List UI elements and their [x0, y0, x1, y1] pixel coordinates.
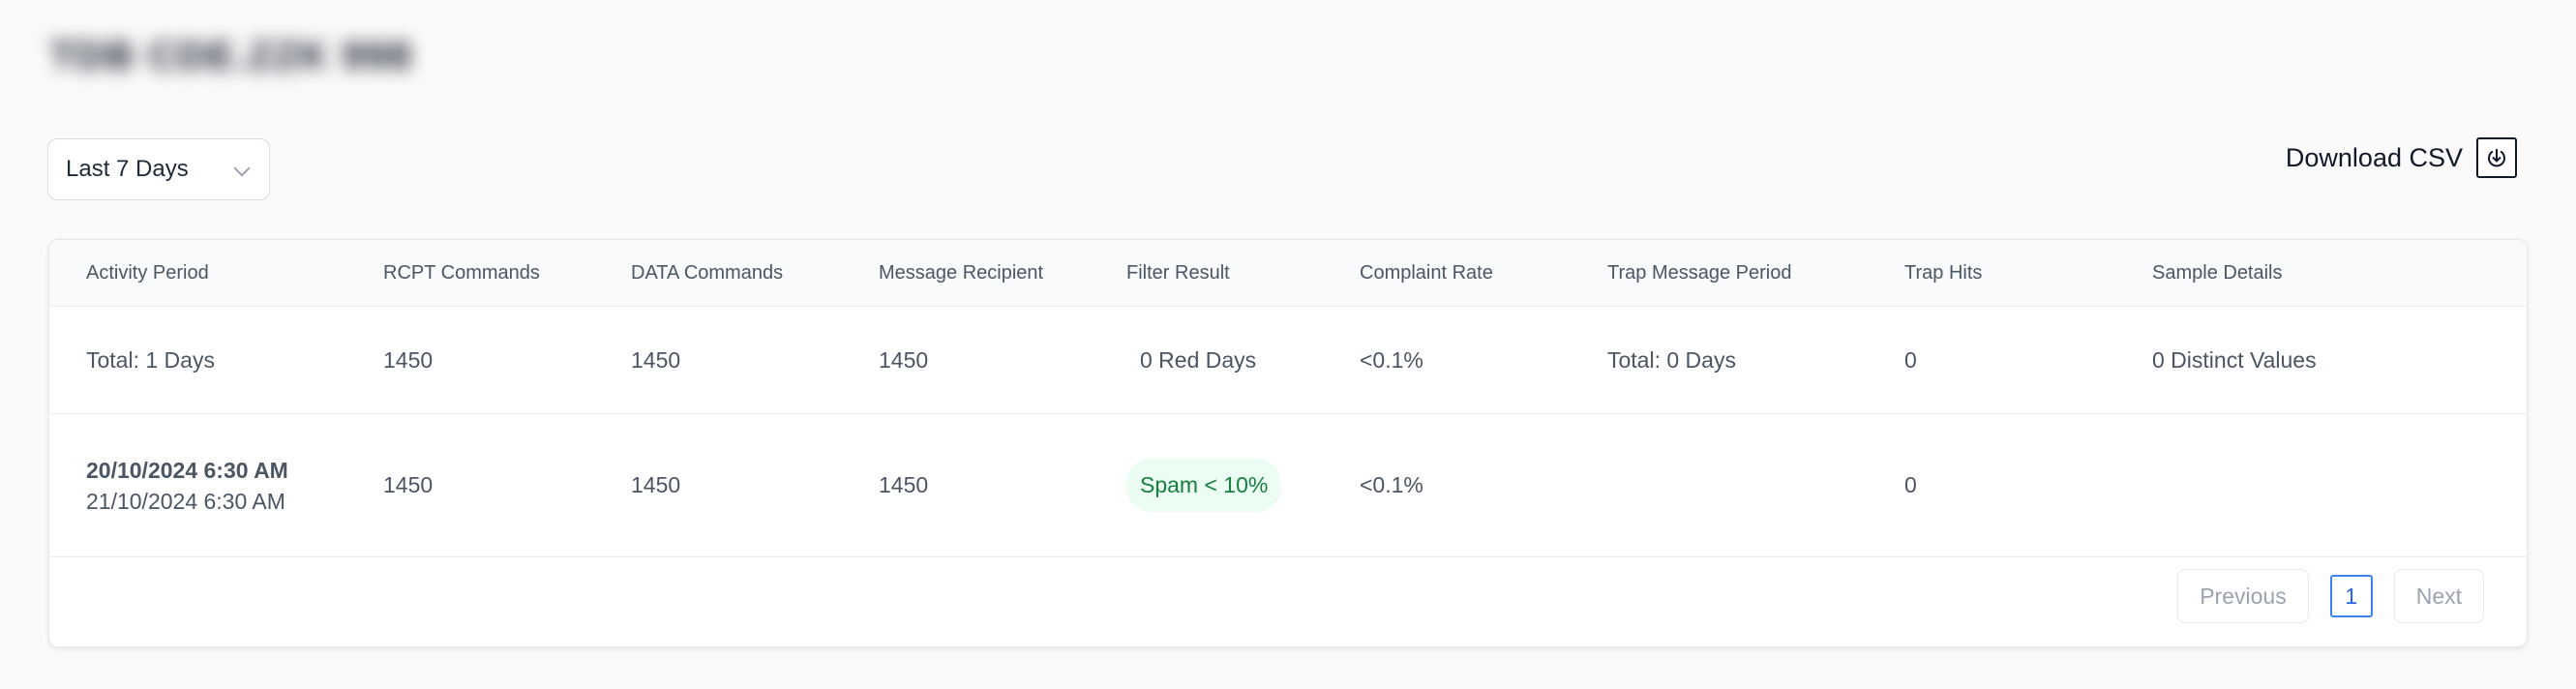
header-activity-period: Activity Period [86, 261, 209, 284]
previous-button[interactable]: Previous [2177, 569, 2309, 623]
data-commands: 1450 [631, 472, 681, 497]
table-row: 20/10/2024 6:30 AM 21/10/2024 6:30 AM 14… [49, 414, 2527, 557]
rcpt-commands: 1450 [383, 472, 434, 497]
download-csv-label: Download CSV [2285, 142, 2463, 172]
total-sample-details: 0 Distinct Values [2152, 346, 2317, 373]
header-data-commands: DATA Commands [631, 261, 784, 284]
filter-result: Spam < 10% [1126, 414, 1282, 556]
page-1-button[interactable]: 1 [2329, 575, 2373, 617]
total-rcpt-commands: 1450 [383, 346, 434, 373]
total-activity-period: Total: 1 Days [86, 346, 215, 373]
header-sample-details: Sample Details [2152, 261, 2283, 284]
header-complaint-rate: Complaint Rate [1360, 261, 1493, 284]
period-start: 20/10/2024 6:30 AM [86, 457, 288, 483]
page-title: TDB CDE.ZZK 998 [50, 35, 413, 77]
total-trap-message-period: Total: 0 Days [1607, 346, 1736, 373]
period-end: 21/10/2024 6:30 AM [86, 488, 285, 514]
filter-result-badge: Spam < 10% [1126, 459, 1282, 512]
header-filter-result: Filter Result [1126, 261, 1230, 284]
date-range-select[interactable]: Last 7 Days [47, 138, 270, 200]
trap-hits: 0 [1904, 472, 1917, 497]
total-complaint-rate: <0.1% [1360, 346, 1423, 373]
activity-period: 20/10/2024 6:30 AM 21/10/2024 6:30 AM [86, 414, 289, 556]
total-data-commands: 1450 [631, 346, 681, 373]
table-header: Activity Period RCPT Commands DATA Comma… [49, 240, 2527, 307]
header-rcpt-commands: RCPT Commands [383, 261, 540, 284]
download-icon[interactable] [2476, 137, 2517, 178]
message-recipient: 1450 [879, 472, 929, 497]
total-filter-result: 0 Red Days [1140, 346, 1257, 373]
header-message-recipient: Message Recipient [879, 261, 1044, 284]
chevron-down-icon [233, 160, 251, 177]
next-button[interactable]: Next [2393, 569, 2484, 623]
header-trap-hits: Trap Hits [1904, 261, 1983, 284]
total-message-recipient: 1450 [879, 346, 929, 373]
activity-table: Activity Period RCPT Commands DATA Comma… [48, 239, 2528, 647]
download-csv-button[interactable]: Download CSV [2286, 137, 2517, 178]
complaint-rate: <0.1% [1360, 472, 1423, 497]
table-row-total: Total: 1 Days 1450 1450 1450 0 Red Days … [49, 307, 2527, 414]
pagination: Previous 1 Next [2177, 569, 2484, 623]
total-trap-hits: 0 [1904, 346, 1917, 373]
date-range-value: Last 7 Days [66, 156, 189, 182]
header-trap-message-period: Trap Message Period [1607, 261, 1792, 284]
